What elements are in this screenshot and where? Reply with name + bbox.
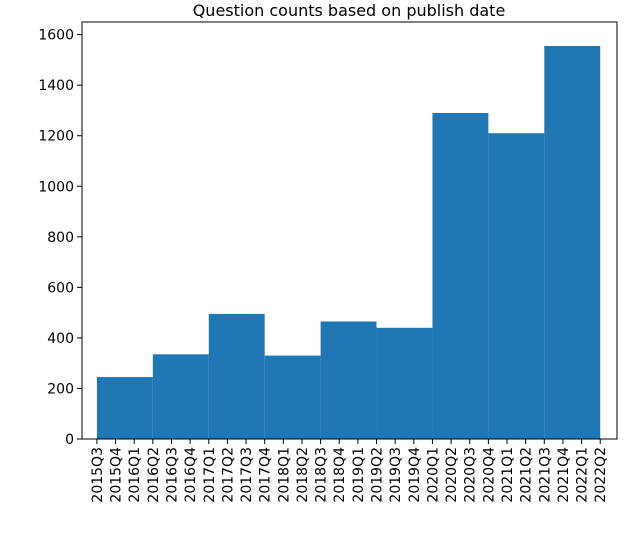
x-tick-label: 2019Q4 bbox=[407, 447, 423, 503]
x-tick-label: 2017Q2 bbox=[220, 447, 236, 503]
x-tick-label: 2020Q4 bbox=[481, 447, 497, 503]
y-tick-label: 800 bbox=[47, 230, 74, 246]
x-tick-label: 2018Q1 bbox=[276, 447, 292, 503]
x-tick-label: 2015Q4 bbox=[109, 447, 125, 503]
x-tick-label: 2022Q2 bbox=[593, 447, 609, 503]
x-tick-label: 2021Q2 bbox=[519, 447, 535, 503]
x-tick-label: 2021Q3 bbox=[537, 447, 553, 503]
y-tick-label: 1200 bbox=[38, 129, 74, 145]
x-tick-label: 2021Q4 bbox=[556, 447, 572, 503]
bar bbox=[488, 133, 545, 439]
bar bbox=[320, 321, 377, 439]
x-tick-label: 2020Q1 bbox=[425, 447, 441, 503]
y-tick-label: 1600 bbox=[38, 28, 74, 44]
x-tick-label: 2019Q3 bbox=[388, 447, 404, 503]
x-tick-label: 2020Q2 bbox=[444, 447, 460, 503]
x-tick-label: 2022Q1 bbox=[575, 447, 591, 503]
x-tick-label: 2017Q1 bbox=[202, 447, 218, 503]
bar bbox=[96, 377, 153, 439]
bar bbox=[264, 355, 321, 439]
x-tick-label: 2017Q3 bbox=[239, 447, 255, 503]
y-tick-label: 400 bbox=[47, 331, 74, 347]
x-tick-label: 2015Q3 bbox=[90, 447, 106, 503]
x-tick-label: 2021Q1 bbox=[500, 447, 516, 503]
bar bbox=[544, 46, 601, 439]
plot-frame bbox=[81, 21, 618, 440]
bar bbox=[432, 112, 489, 440]
x-tick-label: 2018Q2 bbox=[295, 447, 311, 503]
bar bbox=[152, 354, 209, 439]
y-tick-label: 1000 bbox=[38, 179, 74, 195]
x-tick-label: 2016Q3 bbox=[164, 447, 180, 503]
bar bbox=[208, 313, 265, 439]
x-tick-label: 2020Q3 bbox=[463, 447, 479, 503]
x-tick-label: 2018Q4 bbox=[332, 447, 348, 503]
y-tick-label: 1400 bbox=[38, 78, 74, 94]
chart-title: Question counts based on publish date bbox=[193, 1, 506, 20]
x-tick-label: 2017Q4 bbox=[258, 447, 274, 503]
x-tick-label: 2016Q2 bbox=[146, 447, 162, 503]
y-tick-label: 600 bbox=[47, 280, 74, 296]
x-tick-label: 2019Q1 bbox=[351, 447, 367, 503]
x-tick-label: 2016Q4 bbox=[183, 447, 199, 503]
bar bbox=[376, 327, 433, 439]
x-tick-label: 2019Q2 bbox=[370, 447, 386, 503]
y-tick-label: 0 bbox=[65, 432, 74, 448]
y-tick-label: 200 bbox=[47, 381, 74, 397]
x-tick-label: 2016Q1 bbox=[127, 447, 143, 503]
x-tick-label: 2018Q3 bbox=[314, 447, 330, 503]
